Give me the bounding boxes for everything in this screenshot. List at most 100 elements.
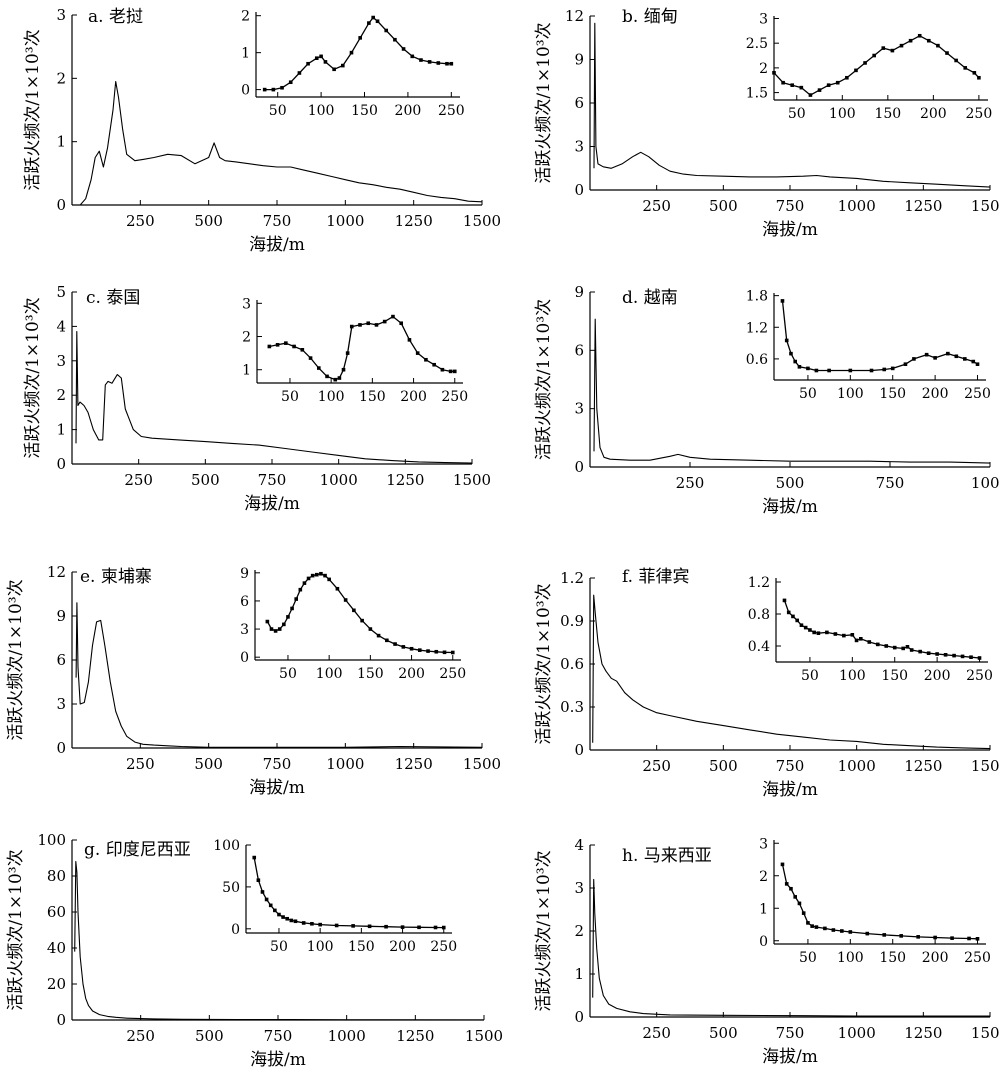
inset-data-point	[268, 903, 273, 908]
inset-x-tick-label: 150	[879, 950, 906, 966]
inset-data-point	[946, 351, 950, 356]
inset-x-tick-label: 50	[788, 106, 806, 122]
y-axis-label: 活跃火频次/1×10³次	[23, 297, 43, 458]
inset-data-point	[349, 50, 354, 55]
inset-data-point	[810, 924, 814, 928]
main-x-tick-label: 1000	[838, 1024, 876, 1042]
inset-data-point	[401, 645, 406, 649]
main-x-tick-label: 1250	[904, 757, 942, 775]
inset-data-point	[449, 61, 454, 66]
inset-data-point	[319, 571, 323, 576]
inset-x-tick-label: 250	[430, 939, 457, 955]
inset-data-point	[399, 321, 403, 326]
inset-data-point	[814, 925, 819, 929]
main-y-tick-label: 4	[56, 317, 66, 335]
inset-x-tick-label: 200	[922, 950, 949, 966]
inset-data-point	[872, 53, 876, 58]
inset-data-point	[273, 908, 277, 913]
inset-data-point	[901, 646, 905, 651]
inset-data-point	[936, 43, 940, 48]
main-x-tick-label: 500	[709, 757, 738, 775]
inset-data-point	[327, 577, 331, 582]
inset-data-point	[382, 319, 387, 324]
inset-y-tick-label: 1	[241, 46, 250, 62]
inset-data-point	[424, 357, 428, 362]
inset-x-tick-label: 50	[269, 103, 287, 119]
inset-data-point	[384, 28, 389, 33]
inset-data-point	[816, 631, 821, 635]
inset-data-point	[452, 369, 457, 374]
main-x-tick-label: 500	[709, 197, 738, 215]
inset-data-point	[393, 642, 397, 646]
inset-chart: 1.5 2 2.5 3 50 100 150 200 250	[746, 11, 993, 122]
inset-data-point	[448, 369, 453, 374]
inset-data-point	[935, 652, 939, 656]
inset-data-point	[882, 367, 887, 372]
main-x-tick-label: 750	[264, 1027, 293, 1045]
inset-y-tick-label: 1.2	[746, 320, 768, 336]
inset-data-point	[793, 895, 797, 899]
main-x-tick-label: 1250	[904, 1024, 942, 1042]
main-x-tick-label: 1500	[463, 755, 501, 773]
main-x-tick-label: 750	[776, 1024, 805, 1042]
panel-h: 01234250500750100012501500h. 马来西亚海拔/m活跃火…	[534, 836, 1000, 1067]
inset-data-point	[376, 633, 381, 638]
inset-data-point	[252, 855, 257, 860]
inset-data-point	[963, 66, 968, 70]
inset-data-point	[341, 367, 346, 372]
inset-data-point	[814, 368, 819, 373]
inset-data-point	[825, 630, 829, 635]
main-x-tick-label: 500	[709, 1024, 738, 1042]
main-x-tick-label: 750	[263, 212, 292, 230]
inset-data-point	[343, 598, 348, 602]
inset-data-point	[360, 618, 364, 623]
main-y-tick-label: 0	[56, 739, 66, 757]
inset-y-tick-label: 1.5	[746, 86, 768, 102]
main-x-tick-label: 500	[194, 755, 223, 773]
inset-data-point	[273, 629, 278, 633]
inset-data-point	[972, 71, 977, 75]
inset-data-point	[952, 653, 956, 658]
inset-data-point	[975, 937, 980, 941]
main-x-tick-label: 1000	[838, 197, 876, 215]
inset-x-tick-label: 200	[398, 666, 425, 682]
inset-y-tick-label: 2	[759, 869, 768, 885]
inset-x-tick-label: 100	[839, 668, 866, 684]
inset-y-tick-label: 3	[242, 296, 251, 312]
inset-data-point	[310, 573, 315, 578]
inset-data-point	[345, 351, 350, 355]
inset-data-point	[884, 644, 889, 648]
inset-data-point	[302, 581, 307, 585]
inset-data-point	[314, 56, 319, 60]
inset-x-tick-label: 150	[881, 668, 908, 684]
inset-x-tick-label: 200	[395, 103, 422, 119]
panel-title: h. 马来西亚	[622, 846, 712, 866]
inset-data-point	[290, 606, 294, 611]
inset-data-point	[803, 625, 808, 630]
inset-data-point	[808, 93, 813, 97]
inset-data-point	[848, 368, 853, 373]
inset-data-point	[366, 321, 371, 326]
inset-data-point	[441, 925, 446, 930]
inset-y-tick-label: 1	[759, 901, 768, 917]
inset-data-point	[267, 344, 272, 349]
x-axis-label: 海拔/m	[249, 235, 305, 255]
inset-data-point	[784, 882, 789, 886]
panel-title: c. 泰国	[86, 288, 140, 308]
inset-data-point	[280, 85, 284, 90]
main-x-tick-label: 1500	[971, 1024, 1000, 1042]
main-y-tick-label: 9	[574, 51, 584, 69]
inset-data-point	[407, 338, 412, 342]
inset-data-point	[385, 638, 389, 643]
y-axis-label: 活跃火频次/1×10³次	[534, 22, 554, 183]
inset-data-point	[323, 573, 327, 578]
inset-data-point	[933, 356, 937, 360]
inset-x-tick-label: 150	[874, 106, 901, 122]
main-x-tick-label: 1000	[326, 212, 364, 230]
main-y-tick-label: 80	[47, 867, 66, 885]
inset-data-point	[780, 299, 785, 303]
main-y-tick-label: 20	[47, 975, 66, 993]
main-y-tick-label: 0	[56, 196, 66, 214]
